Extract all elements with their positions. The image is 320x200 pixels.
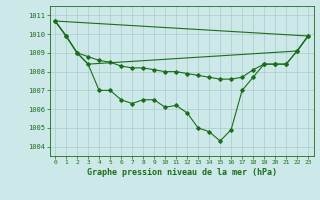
X-axis label: Graphe pression niveau de la mer (hPa): Graphe pression niveau de la mer (hPa) [87, 168, 276, 177]
